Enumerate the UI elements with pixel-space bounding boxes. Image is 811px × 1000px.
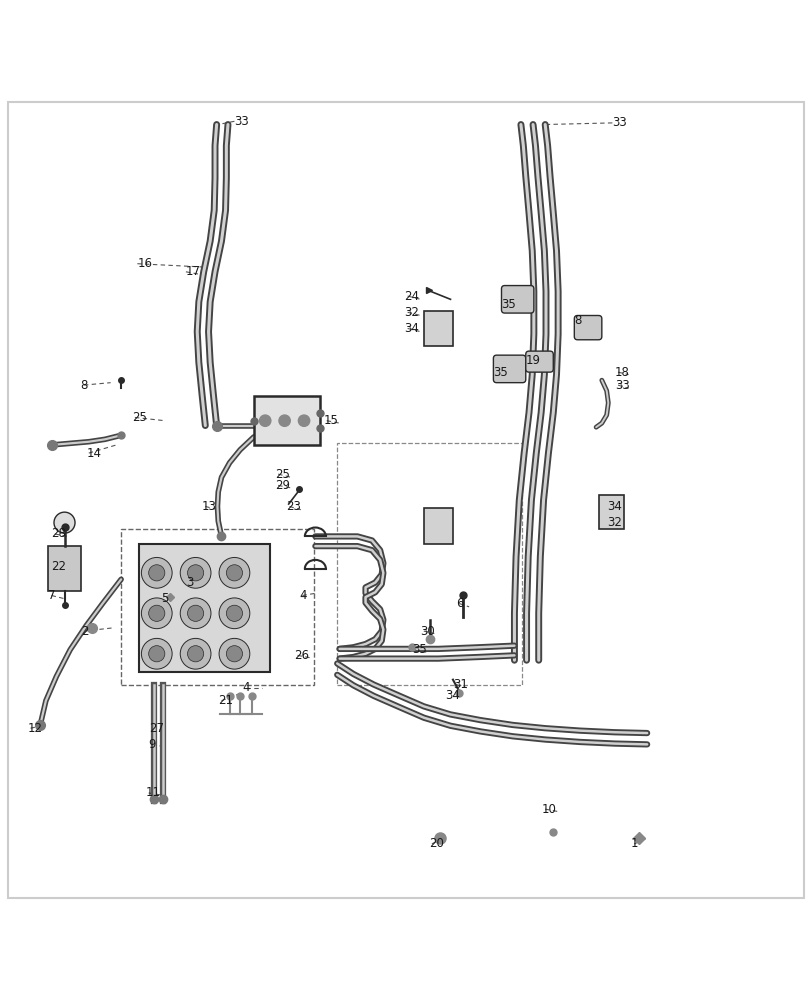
Text: 23: 23: [286, 500, 301, 513]
Text: 17: 17: [186, 265, 200, 278]
Text: 33: 33: [234, 115, 249, 128]
Text: 15: 15: [323, 414, 338, 427]
Text: 13: 13: [202, 500, 217, 513]
Circle shape: [187, 646, 204, 662]
Text: 5: 5: [161, 592, 169, 605]
Text: 8: 8: [573, 314, 581, 327]
Bar: [423, 311, 453, 346]
Circle shape: [148, 646, 165, 662]
Text: 35: 35: [412, 643, 427, 656]
Circle shape: [226, 646, 242, 662]
Circle shape: [180, 557, 211, 588]
Text: 19: 19: [525, 354, 540, 367]
Text: 21: 21: [218, 694, 233, 707]
Text: 32: 32: [606, 516, 620, 529]
Circle shape: [141, 638, 172, 669]
Bar: [337, 443, 521, 685]
Text: 31: 31: [453, 678, 467, 691]
Text: 11: 11: [145, 786, 161, 799]
Circle shape: [141, 557, 172, 588]
Bar: [598, 495, 624, 529]
FancyBboxPatch shape: [501, 286, 533, 313]
Circle shape: [226, 605, 242, 621]
Circle shape: [298, 415, 309, 426]
FancyBboxPatch shape: [493, 355, 525, 383]
Text: 29: 29: [275, 479, 290, 492]
Text: 6: 6: [456, 597, 463, 610]
Text: 26: 26: [294, 649, 309, 662]
Bar: [254, 396, 320, 445]
Text: 14: 14: [86, 447, 101, 460]
Circle shape: [279, 415, 290, 426]
Text: 4: 4: [242, 681, 250, 694]
Circle shape: [141, 598, 172, 629]
Bar: [139, 544, 270, 672]
Text: 1: 1: [630, 837, 637, 850]
Text: 2: 2: [80, 625, 88, 638]
Text: 32: 32: [404, 306, 418, 319]
Text: 33: 33: [611, 116, 626, 129]
Text: 22: 22: [51, 560, 67, 573]
Text: 3: 3: [186, 576, 193, 589]
FancyBboxPatch shape: [573, 315, 601, 340]
Bar: [49, 546, 80, 591]
Text: 35: 35: [501, 298, 516, 311]
Text: 10: 10: [541, 803, 556, 816]
Text: 12: 12: [28, 722, 42, 735]
Circle shape: [54, 512, 75, 533]
Circle shape: [219, 598, 250, 629]
Text: 35: 35: [493, 366, 508, 379]
Text: 34: 34: [444, 689, 459, 702]
Text: 34: 34: [606, 500, 620, 513]
Text: 20: 20: [428, 837, 443, 850]
Circle shape: [226, 565, 242, 581]
Text: 9: 9: [148, 738, 156, 751]
Circle shape: [187, 565, 204, 581]
Circle shape: [148, 565, 165, 581]
Circle shape: [187, 605, 204, 621]
Bar: [121, 529, 313, 685]
Text: 33: 33: [614, 379, 629, 392]
Text: 4: 4: [298, 589, 307, 602]
Text: 28: 28: [51, 527, 67, 540]
Text: 27: 27: [148, 722, 164, 735]
Circle shape: [219, 638, 250, 669]
Text: 25: 25: [275, 468, 290, 481]
Text: 18: 18: [614, 366, 629, 379]
Text: 24: 24: [404, 290, 418, 303]
Circle shape: [148, 605, 165, 621]
Text: 34: 34: [404, 322, 418, 335]
FancyBboxPatch shape: [525, 351, 552, 372]
Circle shape: [180, 638, 211, 669]
Text: 30: 30: [420, 625, 435, 638]
Text: 7: 7: [49, 589, 56, 602]
Circle shape: [180, 598, 211, 629]
Circle shape: [219, 557, 250, 588]
Text: 25: 25: [132, 411, 147, 424]
Text: 8: 8: [80, 379, 88, 392]
Bar: [423, 508, 453, 544]
Text: 16: 16: [137, 257, 152, 270]
Circle shape: [260, 415, 271, 426]
